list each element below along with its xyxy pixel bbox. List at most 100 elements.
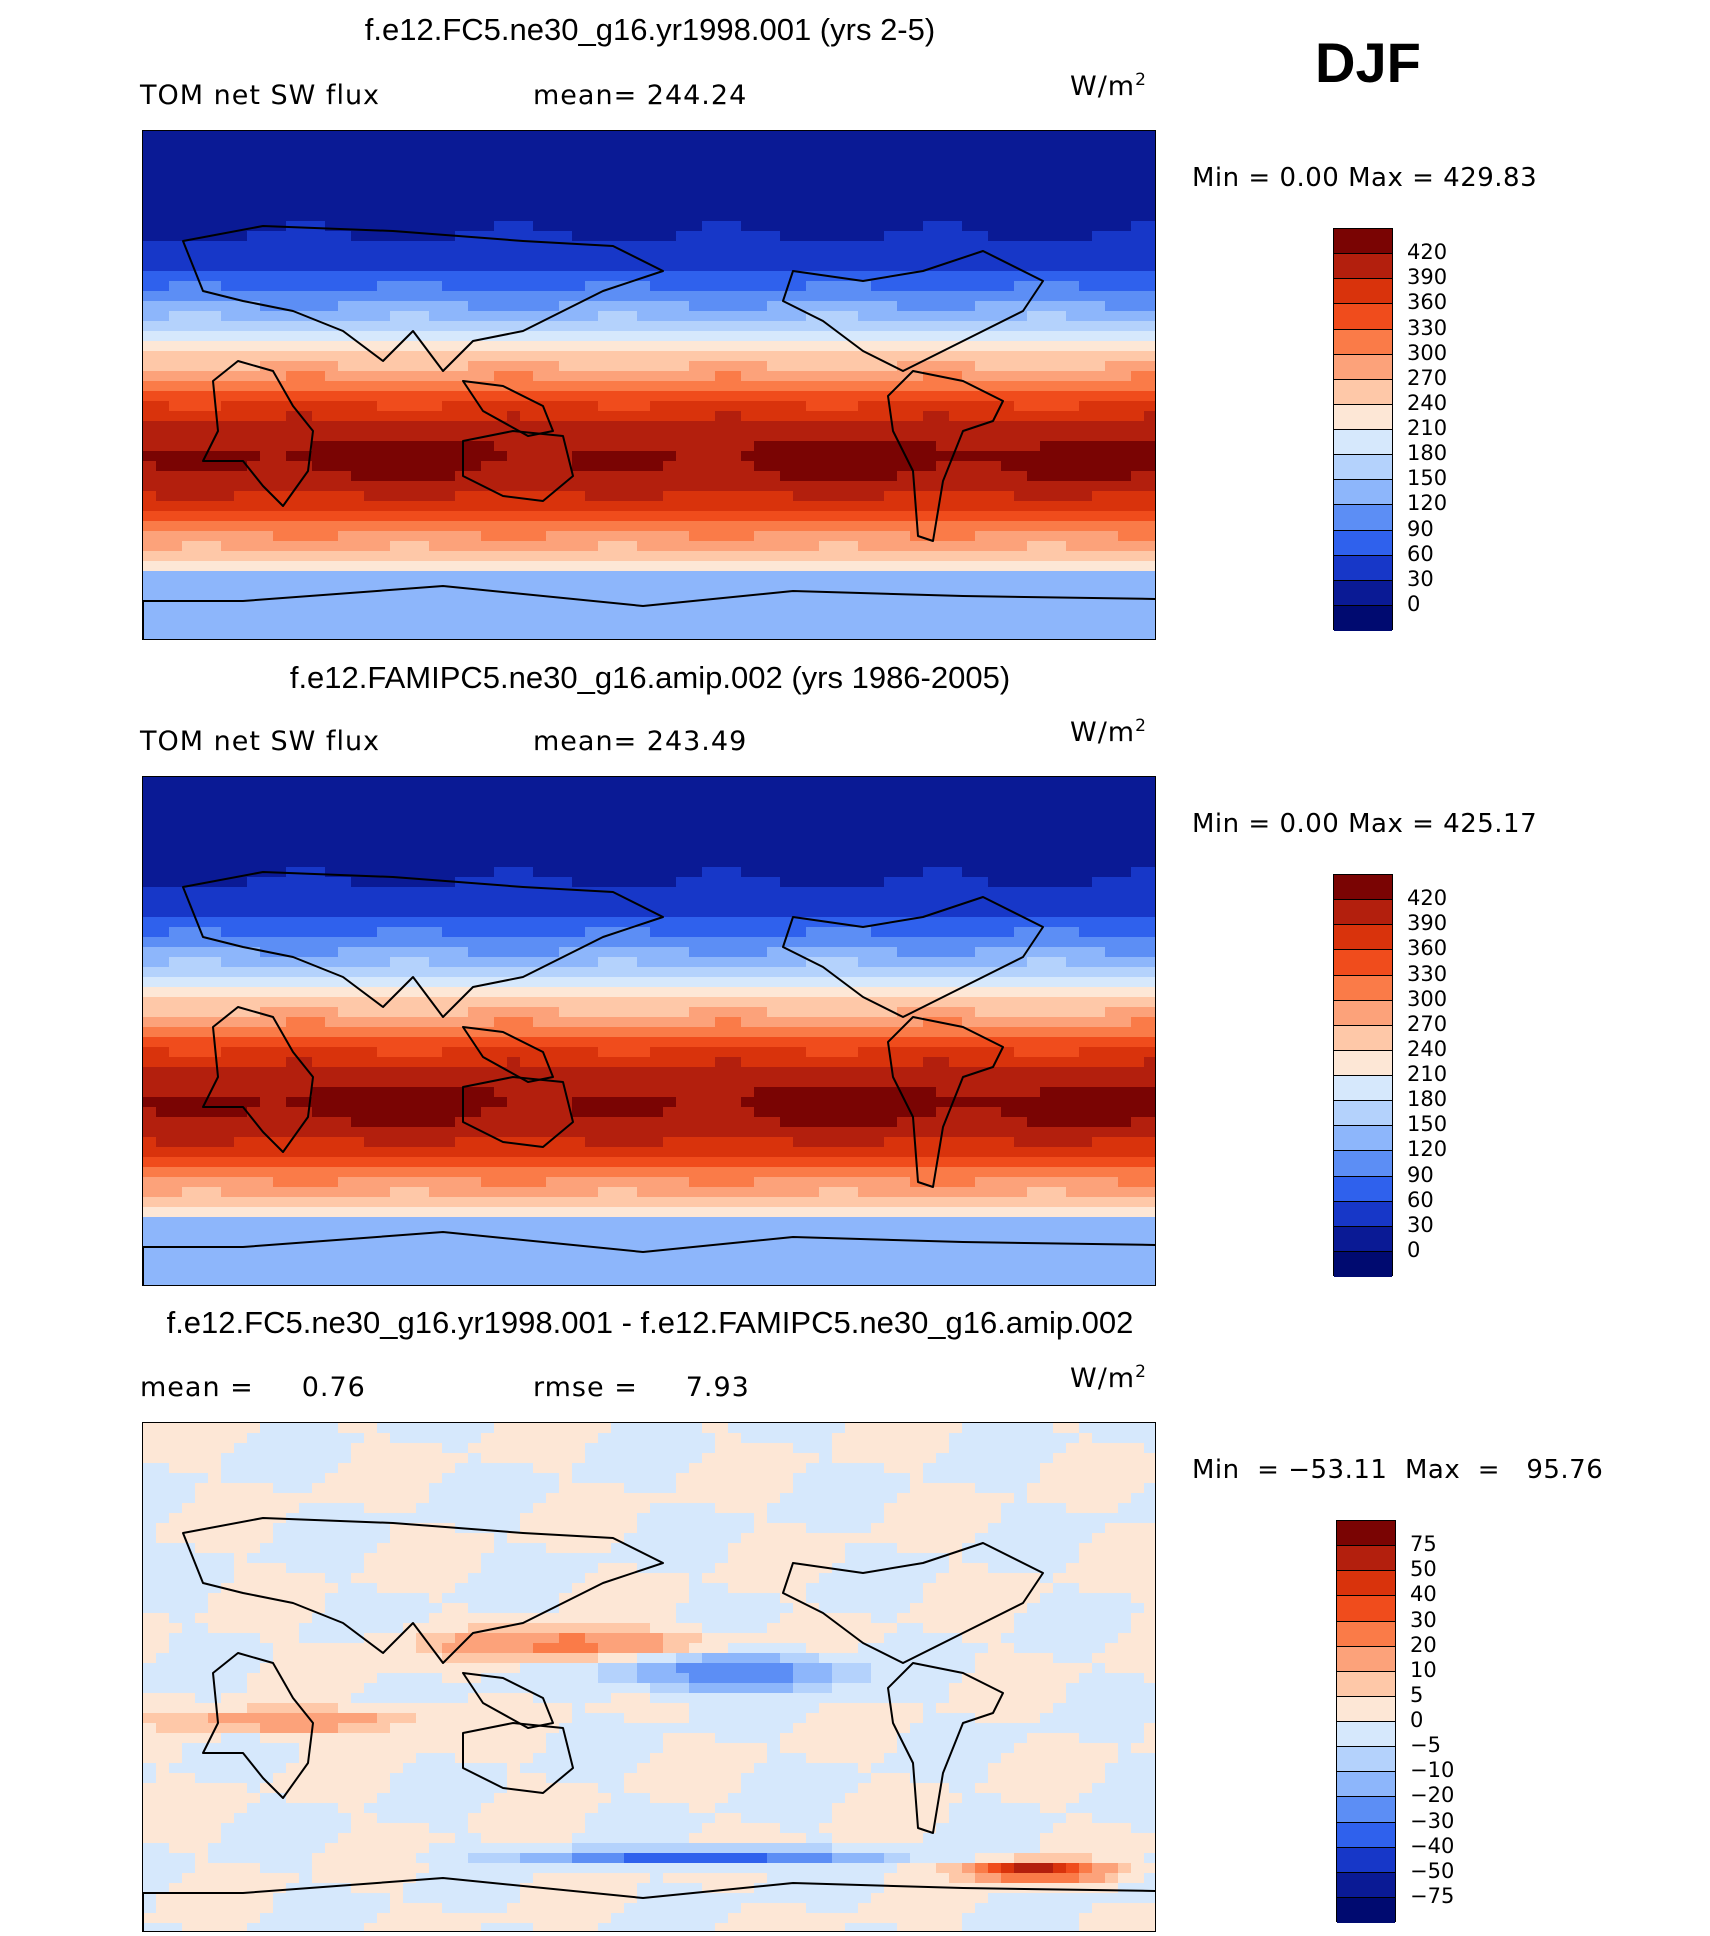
colorbar-swatch [1334,925,1392,951]
colorbar-tick-label: 210 [1407,416,1448,440]
colorbar-swatch [1334,555,1392,581]
colorbar-swatch [1337,1546,1395,1572]
colorbar-swatch [1334,455,1392,481]
coastline [462,380,554,437]
colorbar-tick-label: 420 [1407,886,1448,911]
colorbar-swatch [1334,379,1392,405]
coastline [782,250,1044,372]
colorbar-tick-label: −75 [1410,1883,1455,1908]
colorbar-swatch [1337,1797,1395,1823]
colorbar-tick-label: 0 [1410,1708,1424,1732]
colorbar-tick-label: 0 [1407,1237,1421,1262]
colorbar-tick-label: 270 [1407,1011,1448,1036]
colorbar-swatch [1334,1226,1392,1252]
coastline [143,1231,1155,1285]
colorbar-swatch [1334,1025,1392,1051]
colorbar-swatch [1337,1671,1395,1697]
panel-1-units: W/m2 [1070,70,1147,102]
map-field [143,777,1155,1285]
colorbar-swatch [1334,505,1392,531]
panel-2-mean-label: mean= 243.49 [533,726,748,757]
colorbar-swatch [1337,1897,1395,1923]
colorbar-tick-label: 30 [1407,1212,1434,1237]
coastline [182,871,664,1018]
colorbar-tick-label: −5 [1410,1733,1441,1758]
coastline [887,370,1004,542]
colorbar-swatch [1337,1747,1395,1773]
colorbar-tick-label: 270 [1407,365,1448,390]
colorbar-swatch [1334,254,1392,280]
colorbar-tick-label: 300 [1407,986,1448,1011]
colorbar-tick-label: 180 [1407,1087,1448,1112]
panel-1-colorbar [1333,228,1393,631]
panel-1-title: f.e12.FC5.ne30_g16.yr1998.001 (yrs 2-5) [364,12,936,47]
colorbar-swatch [1337,1621,1395,1647]
colorbar-tick-label: 120 [1407,491,1448,516]
colorbar-swatch [1334,1101,1392,1127]
coastline [462,430,574,502]
colorbar-swatch [1334,1251,1392,1277]
coastline [462,1076,574,1148]
panel-1-left-label: TOM net SW flux [140,80,381,111]
colorbar-swatch [1337,1521,1395,1547]
coastline [143,1877,1155,1931]
colorbar-tick-label: 30 [1407,566,1434,591]
colorbar-tick-label: 420 [1407,240,1448,265]
coastline [782,1542,1044,1664]
colorbar-swatch [1334,480,1392,506]
coastline [887,1016,1004,1188]
colorbar-swatch [1337,1872,1395,1898]
panel-3-map [142,1422,1156,1932]
coastline [182,225,664,372]
colorbar-swatch [1337,1646,1395,1672]
panel-2-minmax: Min = 0.00 Max = 425.17 [1192,809,1538,839]
colorbar-tick-label: 150 [1407,466,1448,491]
coastline [202,1006,314,1153]
colorbar-swatch [1334,329,1392,355]
colorbar-tick-label: 240 [1407,390,1448,415]
season-label: DJF [1315,31,1421,94]
coastline [143,585,1155,639]
colorbar-swatch [1337,1847,1395,1873]
colorbar-tick-label: 75 [1410,1532,1437,1557]
colorbar-swatch [1334,1176,1392,1202]
colorbar-tick-label: 240 [1407,1036,1448,1061]
colorbar-swatch [1334,975,1392,1001]
colorbar-swatch [1337,1596,1395,1622]
colorbar-swatch [1337,1696,1395,1722]
colorbar-swatch [1334,950,1392,976]
colorbar-swatch [1337,1571,1395,1597]
colorbar-swatch [1334,1151,1392,1177]
colorbar-swatch [1334,1201,1392,1227]
coastline [462,1026,554,1083]
panel-1-minmax: Min = 0.00 Max = 429.83 [1192,163,1538,193]
coastline [462,1722,574,1794]
map-field [143,131,1155,639]
panel-3-rmse-label: rmse = 7.93 [533,1372,750,1403]
panel-3-units: W/m2 [1070,1362,1147,1394]
colorbar-swatch [1334,900,1392,926]
colorbar-swatch [1334,1076,1392,1102]
colorbar-tick-label: −40 [1410,1833,1455,1858]
coastline [782,896,1044,1018]
colorbar-tick-label: 360 [1407,290,1448,315]
colorbar-tick-label: 90 [1407,516,1434,541]
colorbar-swatch [1334,1050,1392,1076]
colorbar-swatch [1334,304,1392,330]
coastline [182,1517,664,1664]
colorbar-tick-label: −30 [1410,1808,1455,1833]
colorbar-tick-label: −50 [1410,1858,1455,1883]
panel-2-colorbar [1333,874,1393,1277]
colorbar-tick-label: −10 [1410,1758,1455,1783]
panel-3-minmax: Min = −53.11 Max = 95.76 [1192,1455,1604,1485]
colorbar-tick-label: 60 [1407,1187,1434,1212]
colorbar-swatch [1337,1772,1395,1798]
panel-1-mean-label: mean= 244.24 [533,80,748,111]
panel-2-left-label: TOM net SW flux [140,726,381,757]
colorbar-swatch [1334,1126,1392,1152]
colorbar-tick-label: 30 [1410,1607,1437,1632]
colorbar-swatch [1334,404,1392,430]
coastline [202,1652,314,1799]
map-field [143,1423,1155,1931]
colorbar-swatch [1334,605,1392,631]
